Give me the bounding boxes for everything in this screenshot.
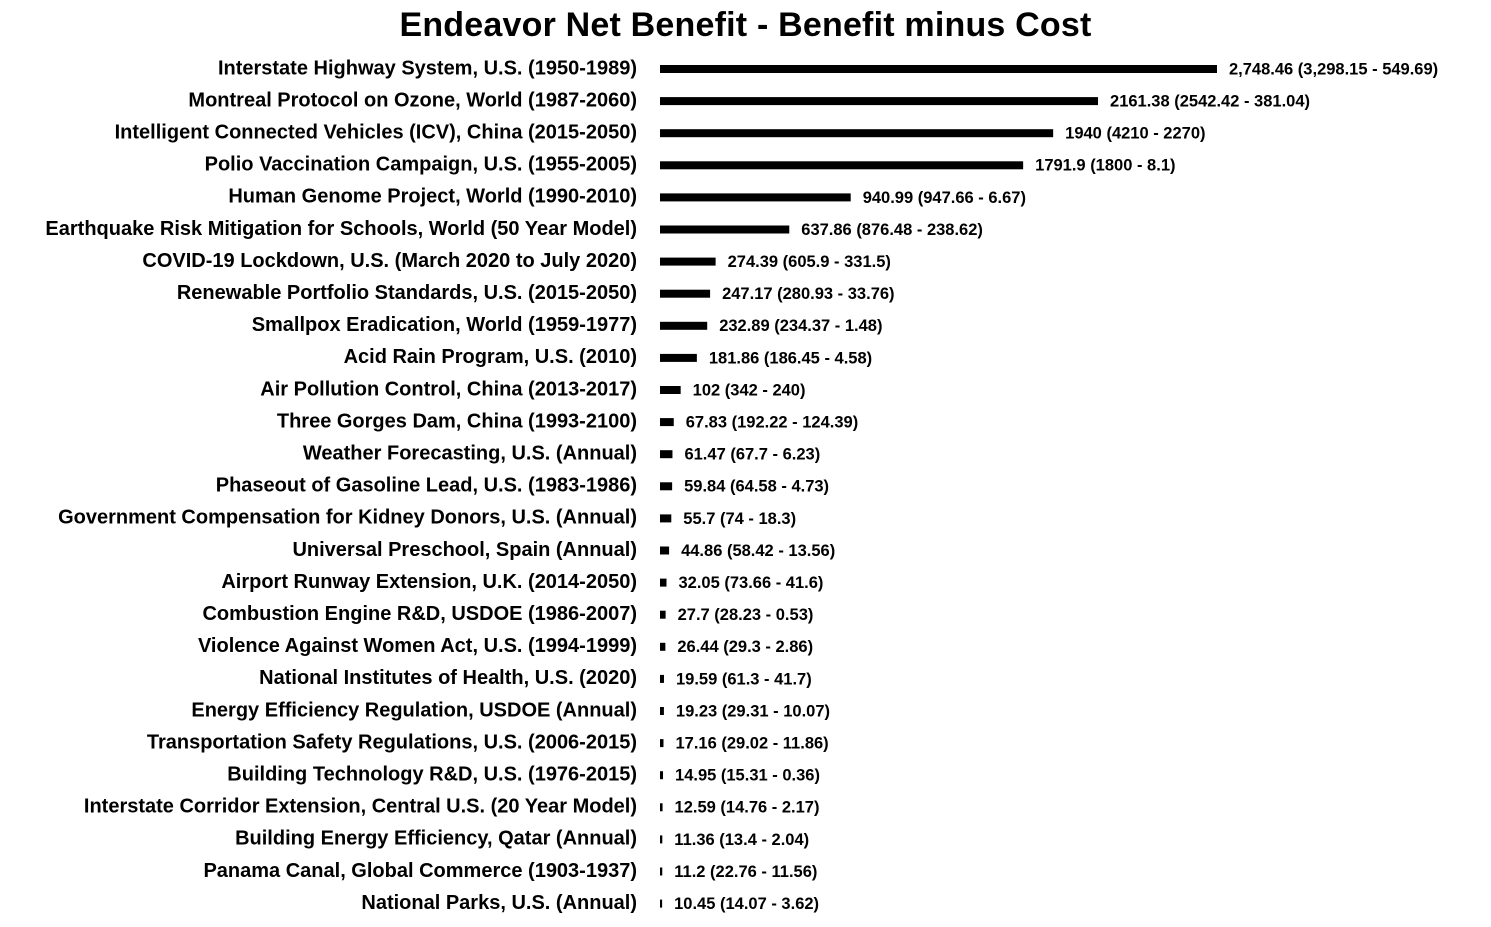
data-label: 12.59 (14.76 - 2.17) [675,799,820,817]
category-label: Violence Against Women Act, U.S. (1994-1… [198,635,637,657]
category-label: Airport Runway Extension, U.K. (2014-205… [221,571,637,593]
category-label: Intelligent Connected Vehicles (ICV), Ch… [115,121,637,143]
bar [660,418,674,427]
category-label: Smallpox Eradication, World (1959-1977) [252,314,637,336]
data-label: 55.7 (74 - 18.3) [683,510,796,528]
bar [660,707,664,715]
category-label: Three Gorges Dam, China (1993-2100) [277,410,637,432]
data-label: 26.44 (29.3 - 2.86) [677,638,813,656]
bar [660,97,1099,106]
category-label: Phaseout of Gasoline Lead, U.S. (1983-19… [216,475,637,497]
bar [660,642,666,651]
bar [660,803,663,812]
category-label: Panama Canal, Global Commerce (1903-1937… [203,860,637,882]
category-label: Renewable Portfolio Standards, U.S. (201… [177,282,637,304]
data-label: 19.23 (29.31 - 10.07) [676,702,830,720]
data-label: 247.17 (280.93 - 33.76) [722,285,894,303]
data-label: 61.47 (67.7 - 6.23) [684,446,820,464]
category-label: Building Energy Efficiency, Qatar (Annua… [235,828,637,850]
category-label: Weather Forecasting, U.S. (Annual) [303,442,637,464]
bars [660,65,1217,908]
bar [660,450,673,459]
category-label: Transportation Safety Regulations, U.S. … [147,731,637,753]
bar [660,353,697,362]
chart-title: Endeavor Net Benefit - Benefit minus Cos… [399,6,1092,44]
bar [660,321,708,330]
data-label: 10.45 (14.07 - 3.62) [674,895,819,913]
category-label: Interstate Highway System, U.S. (1950-19… [218,57,637,79]
bar [660,835,663,844]
data-label: 1791.9 (1800 - 8.1) [1035,157,1175,175]
category-label: COVID-19 Lockdown, U.S. (March 2020 to J… [142,250,637,272]
category-label: Interstate Corridor Extension, Central U… [84,796,637,818]
data-label: 274.39 (605.9 - 331.5) [728,253,891,271]
bar [660,129,1054,138]
category-label: Acid Rain Program, U.S. (2010) [344,346,637,368]
data-label: 2161.38 (2542.42 - 381.04) [1110,92,1310,110]
bar [660,610,666,619]
data-label: 32.05 (73.66 - 41.6) [678,574,823,592]
category-label: Universal Preschool, Spain (Annual) [292,539,637,561]
bar [660,546,670,555]
data-label: 17.16 (29.02 - 11.86) [675,734,828,752]
bar [660,739,664,748]
data-label: 67.83 (192.22 - 124.39) [686,413,858,431]
category-labels: Interstate Highway System, U.S. (1950-19… [45,57,637,914]
data-label: 102 (342 - 240) [693,381,806,399]
bar [660,867,663,876]
category-label: Air Pollution Control, China (2013-2017) [260,378,637,400]
category-label: Montreal Protocol on Ozone, World (1987-… [188,89,637,111]
bar [660,257,716,266]
bar [660,771,664,780]
bar [660,193,851,202]
category-label: Polio Vaccination Campaign, U.S. (1955-2… [205,154,637,176]
data-label: 940.99 (947.66 - 6.67) [863,189,1026,207]
category-label: Energy Efficiency Regulation, USDOE (Ann… [191,699,637,721]
data-labels: 2,748.46 (3,298.15 - 549.69) 2161.38 (254… [674,60,1438,913]
category-label: Government Compensation for Kidney Donor… [58,507,637,529]
data-label: 44.86 (58.42 - 13.56) [681,542,835,560]
data-label: 2,748.46 (3,298.15 - 549.69) [1229,60,1438,78]
data-label: 1940 (4210 - 2270) [1065,125,1205,143]
bar [660,482,673,491]
bar [660,289,711,298]
data-label: 19.59 (61.3 - 41.7) [676,670,812,688]
data-label: 11.2 (22.76 - 11.56) [674,863,817,881]
category-label: Combustion Engine R&D, USDOE (1986-2007) [202,603,637,625]
data-label: 181.86 (186.45 - 4.58) [709,349,872,367]
data-label: 232.89 (234.37 - 1.48) [719,317,882,335]
category-label: Human Genome Project, World (1990-2010) [228,186,637,208]
data-label: 11.36 (13.4 - 2.04) [674,831,809,849]
bar [660,578,667,587]
bar [660,386,681,394]
data-label: 59.84 (64.58 - 4.73) [684,478,829,496]
category-label: Earthquake Risk Mitigation for Schools, … [45,218,637,240]
category-label: National Institutes of Health, U.S. (202… [259,667,637,689]
category-label: National Parks, U.S. (Annual) [361,892,637,914]
data-label: 27.7 (28.23 - 0.53) [678,606,814,624]
bar [660,225,790,234]
category-label: Building Technology R&D, U.S. (1976-2015… [227,763,637,785]
bar [660,161,1024,170]
data-label: 637.86 (876.48 - 238.62) [801,221,983,239]
data-label: 14.95 (15.31 - 0.36) [675,767,820,785]
bar [660,899,663,908]
bar [660,674,664,683]
bar [660,514,672,523]
bar [660,65,1217,73]
